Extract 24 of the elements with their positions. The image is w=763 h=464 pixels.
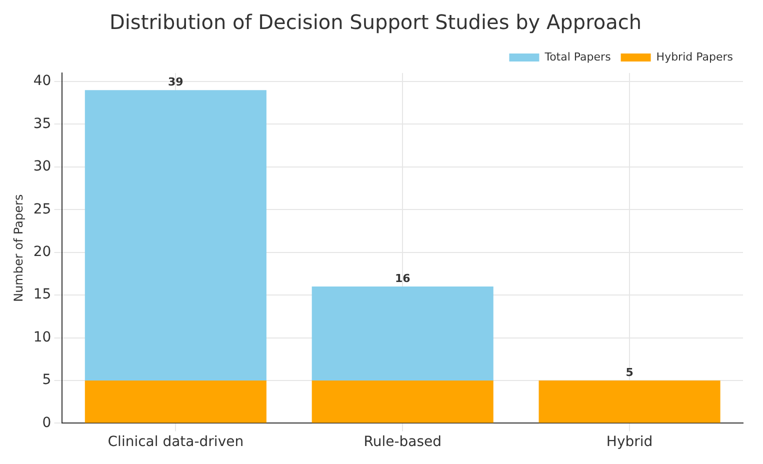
- y-tick-label: 5: [42, 372, 52, 388]
- legend-label: Total Papers: [544, 50, 612, 64]
- y-tick-label: 20: [33, 244, 52, 260]
- x-tick-label: Hybrid: [606, 434, 653, 450]
- y-tick-label: 35: [33, 116, 52, 132]
- y-tick-label: 30: [33, 158, 52, 175]
- bar: [312, 380, 494, 423]
- y-tick-label: 15: [33, 286, 52, 303]
- y-tick-label: 10: [33, 329, 52, 346]
- total-label: 16: [394, 272, 411, 285]
- y-tick-label: 0: [42, 414, 52, 431]
- total-label: 39: [168, 75, 184, 88]
- y-axis-title: Number of Papers: [11, 194, 26, 302]
- x-tick-label: Rule-based: [364, 434, 442, 450]
- total-label: 5: [626, 366, 634, 379]
- bar: [538, 380, 720, 423]
- bar: [312, 286, 494, 380]
- y-tick-label: 25: [33, 201, 52, 218]
- bar: [84, 380, 266, 423]
- bar: [84, 90, 266, 380]
- x-tick-label: Clinical data-driven: [108, 434, 244, 450]
- chart-title: Distribution of Decision Support Studies by Approach: [109, 10, 642, 34]
- legend-label: Hybrid Papers: [656, 50, 734, 64]
- y-tick-label: 40: [33, 73, 52, 90]
